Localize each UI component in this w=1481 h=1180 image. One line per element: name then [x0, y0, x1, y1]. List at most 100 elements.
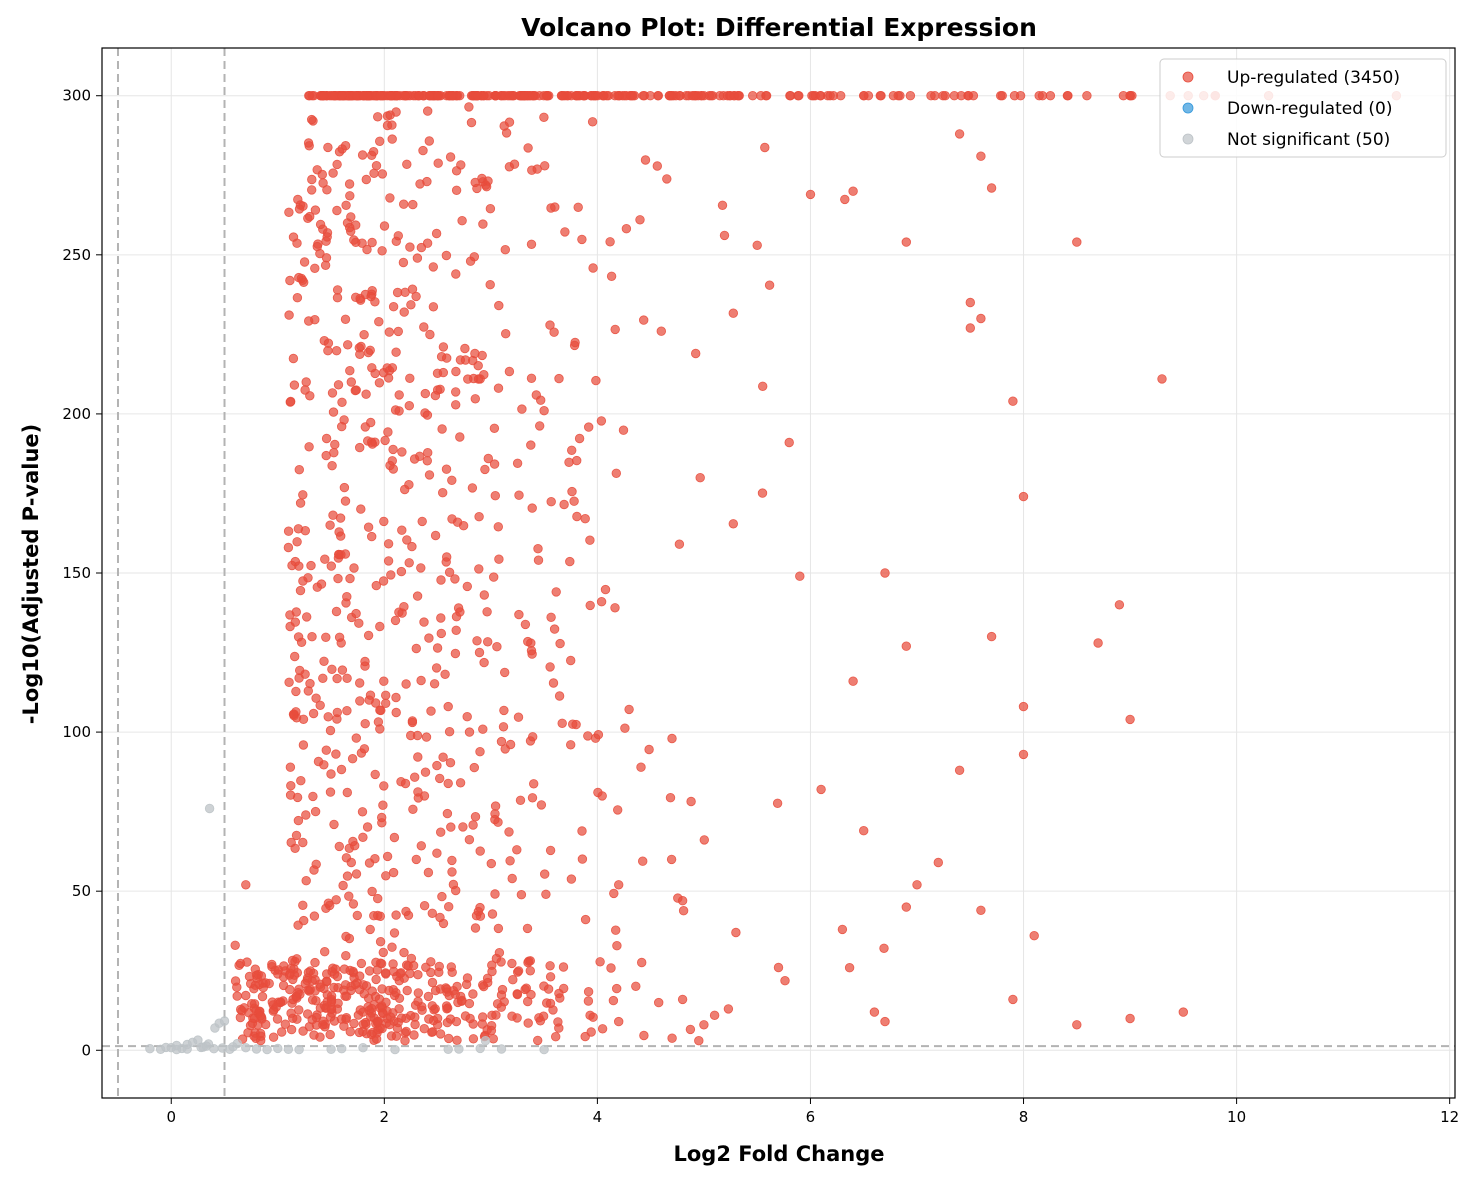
up-point	[901, 902, 912, 912]
up-point	[340, 496, 351, 506]
up-point	[558, 962, 569, 972]
up-point	[577, 234, 587, 245]
up-point	[455, 432, 465, 442]
up-point	[404, 558, 414, 568]
up-point	[880, 1016, 890, 1027]
up-point	[451, 366, 461, 377]
legend-label-ns: Not significant (50)	[1227, 130, 1390, 150]
up-point	[336, 764, 347, 775]
up-point	[404, 401, 415, 411]
up-point	[384, 327, 395, 337]
up-point	[760, 142, 770, 153]
up-point	[307, 174, 317, 185]
up-point	[508, 975, 518, 985]
up-point	[298, 714, 309, 725]
up-point	[656, 326, 667, 336]
up-point	[389, 928, 400, 938]
up-point	[445, 758, 456, 768]
up-point	[816, 784, 826, 795]
up-point	[893, 90, 903, 101]
up-point	[464, 835, 475, 845]
up-point	[258, 978, 268, 988]
up-point	[1045, 90, 1056, 101]
up-point	[349, 563, 359, 573]
up-point	[402, 535, 412, 545]
up-point	[475, 911, 486, 921]
y-axis-title: -Log10(Adjusted P-value)	[19, 424, 43, 725]
up-point	[436, 575, 446, 585]
up-point	[286, 1024, 297, 1035]
up-point	[232, 982, 242, 992]
up-point	[685, 1024, 696, 1035]
up-point	[436, 827, 446, 837]
up-point	[614, 1016, 624, 1027]
up-point	[315, 982, 326, 992]
up-point	[364, 858, 375, 868]
up-point	[441, 250, 452, 261]
up-point	[358, 90, 369, 101]
up-point	[345, 1026, 356, 1037]
up-point	[268, 1006, 279, 1016]
up-point	[580, 514, 590, 524]
up-point	[384, 985, 394, 996]
up-point	[387, 134, 397, 144]
up-point	[341, 1013, 352, 1023]
ns-point	[145, 1043, 155, 1054]
up-point	[378, 1008, 388, 1019]
up-point	[490, 889, 500, 899]
up-point	[431, 228, 442, 239]
up-point	[489, 572, 499, 582]
up-point	[381, 690, 391, 701]
up-point	[486, 858, 497, 869]
up-point	[392, 287, 403, 298]
up-point	[305, 678, 315, 689]
up-point	[528, 732, 538, 742]
up-point	[584, 422, 594, 432]
up-point	[268, 1032, 279, 1042]
up-point	[409, 1030, 419, 1040]
up-point	[545, 961, 555, 971]
up-point	[901, 641, 912, 651]
up-point	[444, 727, 455, 737]
up-point	[438, 488, 448, 498]
up-point	[450, 574, 460, 584]
up-point	[472, 183, 482, 194]
up-point	[325, 787, 336, 797]
up-point	[522, 923, 533, 934]
up-point	[717, 200, 728, 211]
up-point	[298, 900, 308, 911]
legend-label-down: Down-regulated (0)	[1227, 99, 1392, 119]
up-point	[350, 385, 361, 396]
up-point	[666, 854, 677, 865]
up-point	[527, 793, 538, 803]
up-point	[596, 597, 607, 607]
up-point	[320, 947, 330, 957]
up-point	[517, 404, 527, 414]
up-point	[545, 662, 555, 672]
up-point	[354, 618, 364, 628]
up-point	[451, 400, 461, 410]
up-point	[469, 762, 480, 773]
up-point	[559, 499, 569, 510]
up-point	[349, 1018, 359, 1029]
up-point	[493, 923, 504, 934]
up-point	[329, 982, 339, 993]
up-point	[505, 90, 515, 101]
up-point	[610, 603, 620, 613]
up-point	[305, 90, 315, 101]
ns-point	[217, 1043, 228, 1053]
up-point	[332, 673, 342, 684]
up-point	[381, 997, 391, 1008]
up-point	[606, 963, 616, 973]
up-point	[440, 669, 450, 680]
up-point	[385, 110, 395, 120]
up-point	[350, 841, 360, 851]
up-point	[315, 1032, 325, 1042]
up-point	[505, 856, 515, 866]
up-point	[337, 397, 347, 408]
up-point	[419, 322, 429, 332]
up-point	[464, 727, 475, 737]
up-point	[361, 389, 371, 399]
up-point	[417, 1005, 427, 1015]
up-point	[362, 244, 372, 255]
